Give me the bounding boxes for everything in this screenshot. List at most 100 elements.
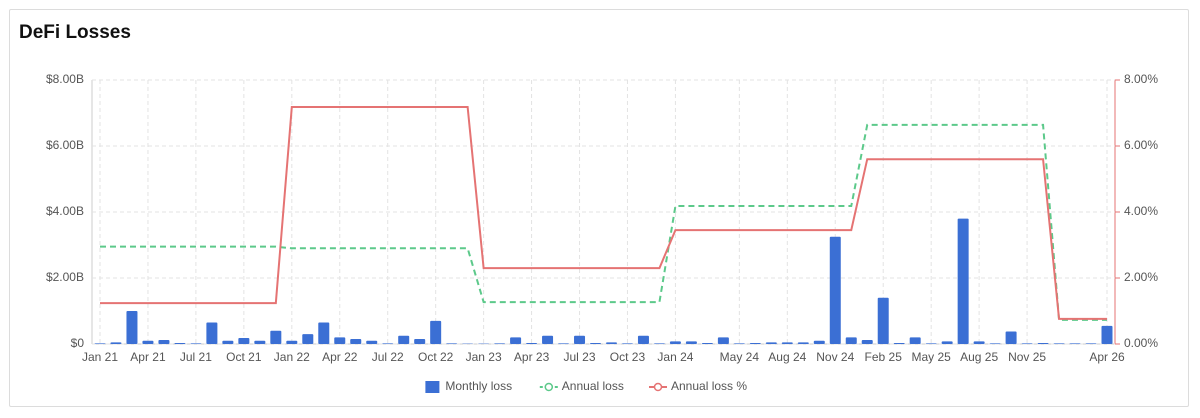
- bar: [701, 343, 713, 344]
- x-tick-label: Oct 23: [610, 350, 646, 364]
- bar: [254, 340, 266, 344]
- bar: [574, 335, 586, 344]
- bar: [781, 342, 793, 344]
- bar: [350, 339, 362, 344]
- x-tick-label: Apr 23: [514, 350, 550, 364]
- bar: [1053, 343, 1065, 344]
- bar: [126, 311, 138, 344]
- bar: [302, 334, 314, 344]
- bar: [829, 236, 841, 344]
- bar: [637, 335, 649, 344]
- bar: [909, 337, 921, 344]
- bar: [286, 340, 298, 344]
- bar: [318, 322, 330, 344]
- x-tick-label: May 24: [720, 350, 760, 364]
- bar: [542, 335, 554, 344]
- bar: [621, 343, 633, 344]
- bar: [590, 343, 602, 344]
- line: [100, 106, 1107, 320]
- line: [100, 123, 1107, 321]
- bar: [494, 343, 506, 344]
- bar: [446, 343, 458, 344]
- y-tick-label: $0: [71, 336, 85, 350]
- legend-label: Annual loss: [562, 379, 624, 393]
- bar: [717, 337, 729, 344]
- x-tick-label: Jul 22: [372, 350, 404, 364]
- y2-tick-label: 8.00%: [1124, 72, 1158, 86]
- x-tick-label: Apr 21: [130, 350, 166, 364]
- y2-tick-label: 2.00%: [1124, 270, 1158, 284]
- x-tick-label: Jul 23: [564, 350, 596, 364]
- bar: [893, 343, 905, 344]
- bar: [238, 338, 250, 344]
- x-tick-label: Jan 22: [274, 350, 310, 364]
- y-tick-label: $8.00B: [46, 72, 84, 86]
- x-tick-label: Nov 25: [1008, 350, 1046, 364]
- bar: [989, 343, 1001, 344]
- legend-swatch: [425, 381, 440, 393]
- y-tick-label: $6.00B: [46, 138, 84, 152]
- legend-marker: [653, 382, 663, 392]
- x-tick-label: Aug 25: [960, 350, 998, 364]
- bar: [941, 341, 953, 344]
- bar: [110, 342, 122, 344]
- x-tick-label: Aug 24: [768, 350, 806, 364]
- y2-tick-label: 4.00%: [1124, 204, 1158, 218]
- legend-label: Monthly loss: [445, 379, 512, 393]
- bar: [1069, 343, 1081, 344]
- y-tick-label: $2.00B: [46, 270, 84, 284]
- bar: [558, 343, 570, 344]
- bar: [813, 340, 825, 344]
- bar: [158, 340, 170, 344]
- bar: [1085, 343, 1097, 344]
- bar: [526, 343, 538, 344]
- x-tick-label: May 25: [911, 350, 951, 364]
- x-tick-label: Oct 22: [418, 350, 454, 364]
- x-tick-label: Oct 21: [226, 350, 262, 364]
- y-tick-label: $4.00B: [46, 204, 84, 218]
- x-tick-label: Jan 23: [466, 350, 502, 364]
- x-tick-label: Feb 25: [865, 350, 903, 364]
- bar: [414, 339, 426, 344]
- legend-item[interactable]: Annual loss %: [649, 379, 747, 393]
- bar: [222, 340, 234, 344]
- bar: [142, 340, 154, 344]
- bar: [366, 340, 378, 344]
- bar: [845, 337, 857, 344]
- bar: [334, 337, 346, 344]
- bar: [430, 320, 442, 344]
- x-tick-label: Jan 21: [82, 350, 118, 364]
- bar: [749, 343, 761, 344]
- bar: [174, 343, 186, 344]
- bar: [270, 330, 282, 344]
- x-tick-label: Jul 21: [180, 350, 212, 364]
- x-tick-label: Apr 26: [1089, 350, 1125, 364]
- bar: [382, 343, 394, 344]
- y2-tick-label: 0.00%: [1124, 336, 1158, 350]
- bar: [1005, 331, 1017, 344]
- bar: [797, 342, 809, 344]
- bar: [190, 343, 202, 344]
- bar: [861, 340, 873, 344]
- x-tick-label: Nov 24: [816, 350, 854, 364]
- legend-item[interactable]: Annual loss: [539, 379, 624, 393]
- bar: [973, 341, 985, 344]
- legend-item[interactable]: Monthly loss: [425, 379, 512, 393]
- card-title: DeFi Losses: [19, 22, 131, 43]
- legend-label: Annual loss %: [671, 379, 747, 393]
- x-tick-label: Jan 24: [657, 350, 693, 364]
- bar: [653, 343, 665, 344]
- bar: [94, 343, 106, 344]
- bar: [925, 343, 937, 344]
- bar: [685, 341, 697, 344]
- x-tick-label: Apr 22: [322, 350, 358, 364]
- bar: [669, 341, 681, 344]
- bar: [605, 342, 617, 344]
- bar: [1021, 343, 1033, 344]
- bar: [398, 335, 410, 344]
- bar: [510, 337, 522, 344]
- bar: [206, 322, 218, 344]
- bar: [1101, 325, 1113, 344]
- bar: [733, 343, 745, 344]
